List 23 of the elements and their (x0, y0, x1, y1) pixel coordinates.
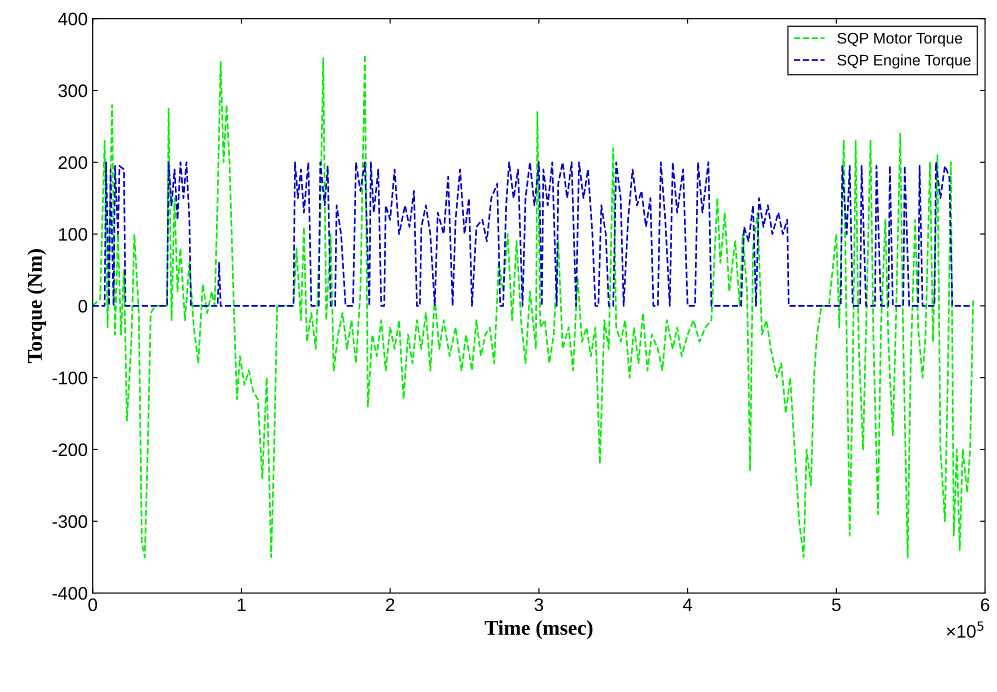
y-tick-label: 200 (58, 156, 88, 169)
x-tick-label: 4 (682, 598, 692, 611)
y-tick-label: -100 (52, 372, 88, 384)
y-tick-label: 400 (58, 12, 88, 26)
x-axis-title: Time (msec) (484, 620, 592, 640)
x-tick-label: 5 (832, 598, 841, 612)
line-series (92, 54, 974, 558)
x-tick-label: 2 (386, 598, 394, 611)
x-tick-label: 0 (88, 598, 98, 612)
y-tick-label: -300 (52, 515, 88, 528)
legend-label: SQP Engine Torque (837, 54, 971, 69)
text: ×10$^{5}$ (946, 621, 984, 638)
line-series (92, 161, 971, 307)
y-tick-label: 0 (78, 300, 88, 313)
y-tick-label: 100 (59, 228, 88, 241)
legend-label: SQP Motor Torque (837, 32, 962, 47)
y-tick-label: -200 (52, 443, 88, 456)
y-tick-label: 300 (58, 84, 88, 98)
y-axis-title: Torque (Nm) (27, 249, 46, 364)
y-tick-label: -400 (52, 586, 88, 600)
x-tick-label: 1 (238, 598, 246, 611)
x-tick-label: 6 (980, 598, 990, 612)
x-tick-label: 3 (534, 598, 544, 612)
